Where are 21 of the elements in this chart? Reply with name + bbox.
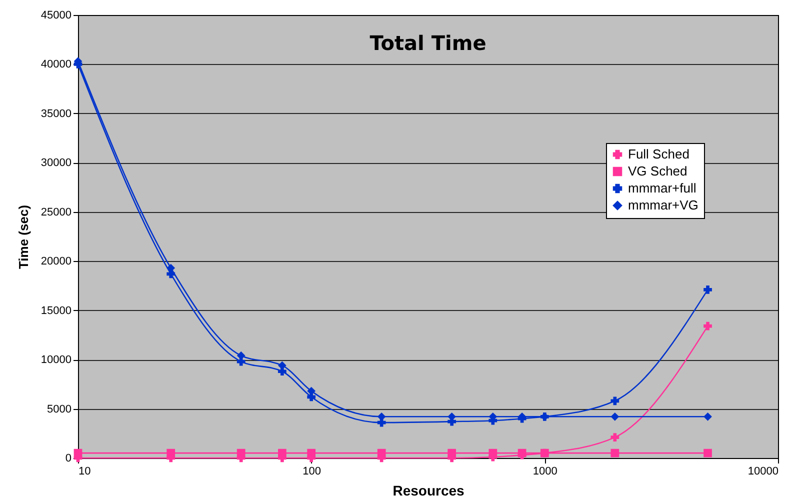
y-tick-label: 15000 bbox=[40, 304, 72, 317]
y-tick-label: 5000 bbox=[47, 403, 72, 416]
x-axis-title: Resources bbox=[392, 482, 465, 498]
y-tick-label: 35000 bbox=[40, 108, 72, 120]
text: Total Time bbox=[370, 31, 486, 55]
x-tick-label: 1000 bbox=[532, 466, 558, 478]
legend-label: mmmar+full bbox=[628, 180, 696, 196]
x-tick-label: 10 bbox=[78, 466, 91, 478]
x-tick-label: 100 bbox=[302, 466, 322, 478]
legend-label: mmmar+VG bbox=[628, 198, 698, 212]
y-tick-label: 45000 bbox=[40, 10, 72, 22]
y-tick-label: 25000 bbox=[40, 206, 72, 218]
legend-label: VG Sched bbox=[628, 164, 688, 178]
y-axis-title: Time (sec) bbox=[16, 204, 31, 270]
y-tick-label: 0 bbox=[65, 452, 72, 464]
y-tick-label: 10000 bbox=[40, 354, 72, 366]
x-tick-label: 10000 bbox=[748, 466, 778, 478]
legend-label: Full Sched bbox=[628, 146, 690, 162]
y-tick-label: 30000 bbox=[40, 157, 72, 170]
y-tick-label: 40000 bbox=[40, 58, 72, 71]
y-tick-label: 20000 bbox=[40, 256, 72, 268]
